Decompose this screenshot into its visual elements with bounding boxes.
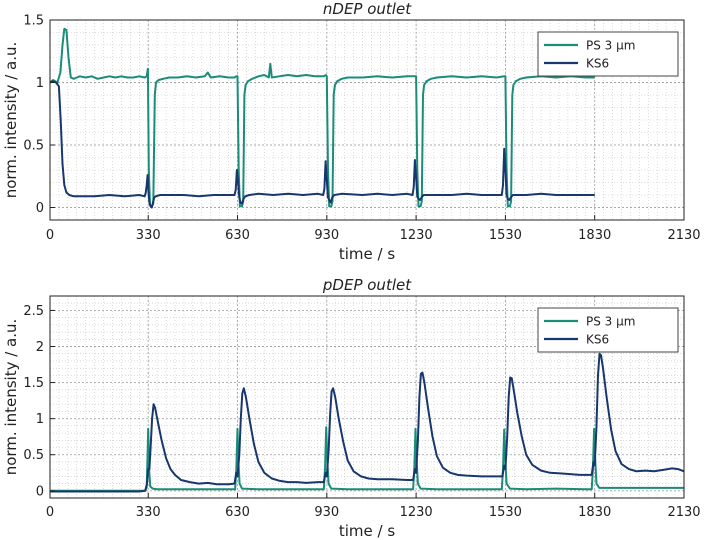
ndep-ytick-label: 1 — [36, 76, 44, 91]
pdep-ytick-label: 1.5 — [23, 376, 44, 391]
pdep-legend-label-ks6: KS6 — [586, 333, 609, 347]
ndep-xtick-label: 1230 — [400, 228, 433, 243]
pdep-chart-title: pDEP outlet — [322, 276, 412, 294]
ndep-legend-label-ps: PS 3 µm — [586, 39, 635, 53]
pdep-xtick-label: 630 — [225, 505, 250, 520]
ndep-y-axis-label: norm. intensity / a.u. — [2, 42, 20, 199]
ndep-xtick-label: 630 — [225, 228, 250, 243]
pdep-ytick-label: 2 — [36, 340, 44, 355]
pdep-xtick-label: 1830 — [578, 505, 611, 520]
ndep-axes-frame — [49, 19, 685, 221]
ndep-xtick-label: 330 — [136, 228, 161, 243]
pdep-xtick-label: 1230 — [400, 505, 433, 520]
pdep-xtick-label: 330 — [136, 505, 161, 520]
ndep-legend-label-ks6: KS6 — [586, 57, 609, 71]
pdep-axes-frame — [49, 295, 685, 499]
pdep-chart-panel: 0 330 630 930 1230 1530 1830 2130 0 0.5 1 1.5 2 2.5 pD… — [2, 276, 701, 540]
ndep-chart-title: nDEP outlet — [323, 0, 412, 18]
pdep-ytick-label: 1 — [36, 412, 44, 427]
pdep-ytick-label: 2.5 — [23, 304, 44, 319]
ndep-xtick-label: 2130 — [667, 228, 700, 243]
pdep-legend-box — [537, 307, 679, 353]
pdep-xtick-label: 1530 — [489, 505, 522, 520]
ndep-legend-box — [537, 31, 679, 77]
ndep-xtick-label: 0 — [46, 228, 54, 243]
ndep-xtick-label: 930 — [314, 228, 339, 243]
ndep-chart-panel: 0 330 630 930 1230 1530 1830 2130 0 0.5 1 1.5 nDEP o… — [2, 0, 701, 263]
pdep-legend-label-ps: PS 3 µm — [586, 315, 635, 329]
pdep-xtick-label: 0 — [46, 505, 54, 520]
pdep-xtick-label: 2130 — [667, 505, 700, 520]
pdep-ytick-label: 0 — [36, 484, 44, 499]
ndep-xtick-label: 1830 — [578, 228, 611, 243]
ndep-ytick-label: 1.5 — [23, 14, 44, 29]
ndep-series-line-ps — [50, 27, 595, 208]
pdep-xtick-label: 930 — [314, 505, 339, 520]
pdep-series-line-ps — [50, 426, 684, 492]
pdep-series-line-ks6 — [50, 352, 684, 493]
pdep-legend: PS 3 µm KS6 — [537, 307, 679, 353]
ndep-ytick-label: 0.5 — [23, 139, 44, 154]
ndep-legend: PS 3 µm KS6 — [537, 31, 679, 77]
pdep-ytick-label: 0.5 — [23, 448, 44, 463]
ndep-series-line-ks6 — [50, 80, 595, 209]
pdep-y-axis-label: norm. intensity / a.u. — [2, 319, 20, 476]
ndep-x-axis-label: time / s — [339, 245, 395, 263]
ndep-ytick-label: 0 — [36, 201, 44, 216]
ndep-xtick-label: 1530 — [489, 228, 522, 243]
pdep-x-axis-label: time / s — [339, 522, 395, 540]
